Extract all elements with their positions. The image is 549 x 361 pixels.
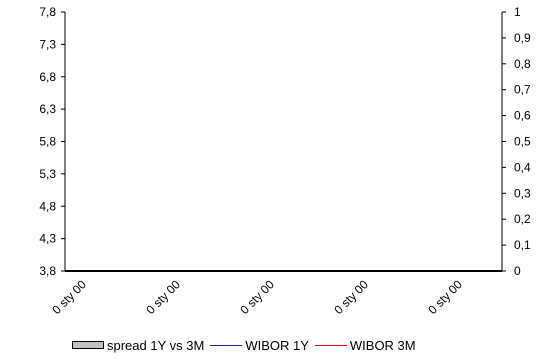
y-right-tick-label: 0,6 — [514, 109, 531, 123]
y-left-tick-label: 5,3 — [39, 167, 56, 181]
y-right-tick-label: 0,4 — [514, 160, 531, 174]
x-tick-label: 0 sty 00 — [237, 277, 277, 317]
x-tick-label: 0 sty 00 — [425, 277, 465, 317]
y-right-tick-label: 0,5 — [514, 135, 531, 149]
y-left-tick-label: 7,3 — [39, 37, 56, 51]
y-left-tick-label: 4,8 — [39, 199, 56, 213]
y-left-tick-label: 3,8 — [39, 264, 56, 278]
y-right-tick-label: 0,9 — [514, 31, 531, 45]
y-right-tick-label: 0,1 — [514, 238, 531, 252]
y-left-tick-label: 6,3 — [39, 102, 56, 116]
y-right-tick-label: 0,8 — [514, 57, 531, 71]
legend-label-wibor-3m: WIBOR 3M — [349, 337, 416, 353]
x-tick-label: 0 sty 00 — [49, 277, 89, 317]
legend-swatch-spread — [72, 341, 104, 349]
y-right-tick-label: 0,3 — [514, 186, 531, 200]
legend-item-wibor-3m: WIBOR 3M — [314, 337, 416, 353]
legend-label-wibor-1y: WIBOR 1Y — [245, 337, 309, 353]
y-right-tick-label: 0,2 — [514, 212, 531, 226]
x-tick-label: 0 sty 00 — [331, 277, 371, 317]
y-left-tick-label: 5,8 — [39, 135, 56, 149]
y-right-tick-label: 0 — [514, 264, 521, 278]
y-left-tick-label: 7,8 — [39, 5, 56, 19]
x-tick-label: 0 sty 00 — [143, 277, 183, 317]
y-left-tick-label: 6,8 — [39, 70, 56, 84]
legend-item-wibor-1y: WIBOR 1Y — [210, 338, 309, 353]
legend-label-spread: spread 1Y vs 3M — [107, 337, 205, 353]
legend-swatch-wibor-3m — [314, 344, 347, 346]
legend: spread 1Y vs 3M WIBOR 1Y WIBOR 3M — [72, 337, 422, 353]
y-right-tick-label: 1 — [514, 5, 521, 19]
y-left-tick-label: 4,3 — [39, 232, 56, 246]
legend-swatch-wibor-1y — [210, 344, 243, 346]
legend-item-spread: spread 1Y vs 3M — [72, 338, 204, 353]
y-right-tick-label: 0,7 — [514, 83, 531, 97]
